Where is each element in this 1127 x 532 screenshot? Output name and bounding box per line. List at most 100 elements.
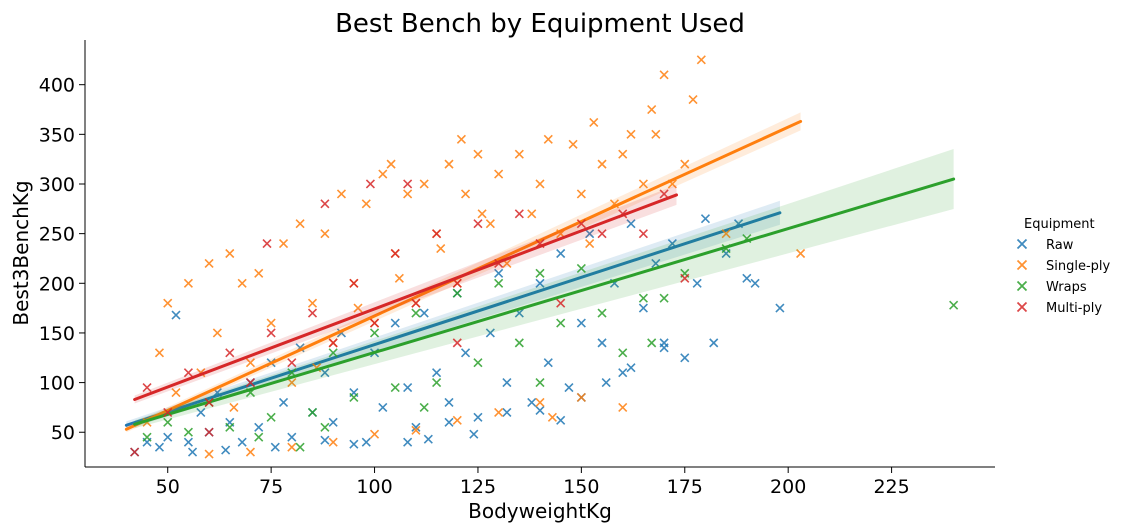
- data-point: [750, 278, 760, 288]
- data-point: [349, 439, 359, 449]
- x-tick-label: 50: [156, 476, 180, 498]
- data-point: [626, 129, 636, 139]
- data-point: [411, 422, 421, 432]
- data-point: [171, 310, 181, 320]
- data-point: [403, 382, 413, 393]
- data-point: [473, 412, 483, 422]
- data-point: [576, 318, 586, 328]
- data-point: [456, 134, 466, 144]
- data-point: [576, 263, 586, 273]
- legend: Equipment Raw Single-ply Wraps Multi-ply: [1016, 217, 1111, 316]
- data-point: [287, 378, 297, 388]
- data-point: [659, 189, 669, 199]
- data-point: [142, 382, 152, 393]
- data-point: [700, 214, 711, 224]
- x-tick-label: 225: [873, 476, 909, 498]
- data-point: [390, 248, 400, 259]
- legend-item-raw: Raw: [1016, 238, 1074, 253]
- data-point: [589, 117, 599, 127]
- data-point: [411, 425, 421, 435]
- data-point: [647, 104, 657, 115]
- data-point: [436, 243, 446, 254]
- data-point: [183, 278, 193, 288]
- legend-marker: [1016, 238, 1028, 250]
- data-point: [204, 258, 214, 268]
- data-point: [444, 417, 454, 427]
- data-point: [254, 268, 264, 278]
- data-point: [444, 397, 454, 408]
- confidence-band: [134, 149, 954, 429]
- data-point: [680, 273, 690, 283]
- data-point: [212, 328, 222, 338]
- data-point: [254, 432, 264, 442]
- data-point: [204, 427, 214, 437]
- data-point: [485, 328, 495, 338]
- data-point: [163, 432, 173, 442]
- data-point: [187, 447, 198, 457]
- y-tick-label: 200: [39, 273, 75, 295]
- data-point: [626, 219, 636, 229]
- axes: [84, 40, 995, 468]
- data-point: [278, 397, 289, 408]
- data-point: [270, 442, 280, 452]
- data-point: [514, 149, 524, 159]
- data-point: [601, 378, 611, 388]
- data-point: [369, 328, 380, 338]
- data-point: [692, 278, 702, 288]
- data-point: [556, 298, 566, 308]
- legend-item-multi-ply: Multi-ply: [1016, 301, 1102, 316]
- data-point: [295, 219, 305, 229]
- data-point: [163, 407, 173, 417]
- legend-marker: [1016, 259, 1028, 271]
- data-point: [638, 229, 648, 239]
- data-point: [369, 429, 380, 439]
- data-point: [651, 129, 661, 139]
- data-point: [328, 348, 338, 358]
- data-point: [390, 318, 400, 328]
- data-point: [556, 318, 566, 328]
- data-point: [163, 298, 173, 308]
- x-tick-label: 125: [460, 476, 496, 498]
- data-point: [535, 268, 545, 278]
- data-point: [543, 358, 553, 368]
- data-point: [307, 308, 318, 318]
- data-point: [361, 199, 371, 209]
- data-point: [411, 308, 421, 318]
- data-point: [452, 415, 462, 425]
- data-point: [473, 219, 483, 229]
- data-point: [349, 278, 359, 288]
- data-point: [403, 437, 413, 447]
- data-point: [221, 445, 231, 455]
- data-point: [328, 338, 338, 348]
- data-point: [460, 348, 471, 358]
- legend-label: Wraps: [1046, 280, 1087, 295]
- data-point: [618, 149, 628, 159]
- data-point: [183, 368, 193, 378]
- data-point: [419, 308, 429, 318]
- data-point: [378, 402, 388, 412]
- data-point: [494, 278, 504, 288]
- data-point: [403, 189, 413, 199]
- data-point: [564, 382, 574, 393]
- legend-label: Single-ply: [1046, 259, 1111, 274]
- data-point: [229, 402, 239, 412]
- data-point: [349, 392, 359, 403]
- data-point: [130, 447, 140, 457]
- data-point: [618, 402, 628, 412]
- data-point: [647, 338, 657, 348]
- data-point: [266, 412, 276, 422]
- data-point: [659, 70, 669, 80]
- data-point: [597, 159, 607, 169]
- data-point: [204, 449, 214, 459]
- data-point: [328, 437, 338, 447]
- y-tick-label: 400: [39, 75, 75, 97]
- data-point: [154, 348, 165, 358]
- data-point: [411, 298, 421, 308]
- data-point: [245, 447, 256, 457]
- data-point: [204, 397, 214, 408]
- data-point: [225, 348, 235, 358]
- data-point: [423, 434, 433, 444]
- data-point: [638, 293, 648, 303]
- data-point: [142, 432, 152, 442]
